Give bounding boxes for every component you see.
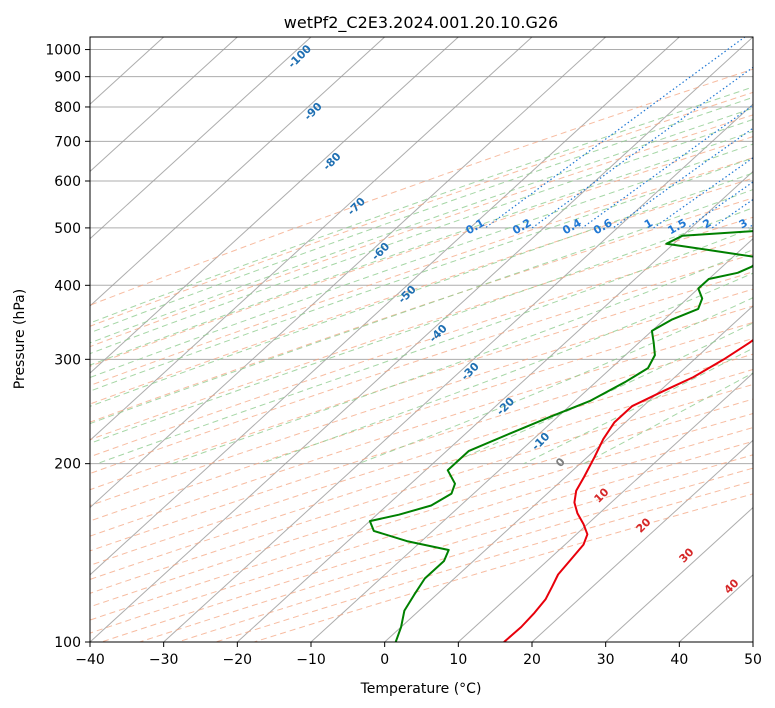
dry-adiabat-line	[176, 467, 753, 642]
y-tick-label: 800	[54, 100, 81, 116]
moist-adiabat-line	[90, 107, 753, 344]
dry-adiabat-line	[90, 288, 753, 507]
dry-adiabat-line	[90, 427, 753, 634]
dry-adiabat-line	[90, 383, 753, 594]
moist-adiabat-line	[90, 143, 753, 379]
isotherm-line	[90, 37, 680, 576]
moist-adiabat-line	[449, 322, 753, 465]
isotherm-line	[163, 103, 753, 642]
moist-adiabat-line	[90, 130, 753, 366]
moist-adiabat-line	[90, 157, 753, 392]
y-axis-title: Pressure (hPa)	[12, 289, 28, 389]
dry-adiabat-line	[90, 216, 753, 441]
mixing-ratio-line	[531, 66, 753, 229]
x-tick-label: 0	[380, 652, 389, 668]
x-tick-label: 20	[523, 652, 541, 668]
isotherm-line	[90, 37, 312, 240]
x-tick-label: 40	[670, 652, 688, 668]
moist-adiabat-line	[90, 96, 753, 334]
mixing-ratio-line	[484, 37, 746, 229]
isotherm-line	[90, 37, 238, 173]
x-tick-label: 10	[449, 652, 467, 668]
temperature-profile-line	[503, 338, 753, 642]
moist-adiabat-line	[90, 189, 753, 425]
dry-adiabat-line	[90, 197, 753, 423]
x-tick-label: 50	[744, 652, 762, 668]
mixing-ratio-line	[612, 127, 753, 229]
isotherm-line	[531, 439, 753, 642]
x-tick-label: −30	[149, 652, 179, 668]
axes: −40 −30 −20 −10 0 10 20 30 40 50 100 200 300 400 500 60…	[45, 43, 762, 668]
dry-adiabat-line	[90, 368, 753, 580]
dry-adiabat-line	[90, 305, 753, 522]
isotherm-line	[90, 37, 386, 307]
x-tick-label: −20	[223, 652, 253, 668]
dry-adiabat-line	[214, 480, 753, 642]
isotherm-line	[236, 170, 753, 642]
plot-area	[90, 37, 753, 642]
moist-adiabat-line	[90, 172, 753, 407]
y-tick-label: 100	[54, 635, 81, 651]
chart-title: wetPf2_C2E3.2024.001.20.10.G26	[284, 13, 558, 33]
isotherm-line	[457, 372, 753, 642]
x-axis-title: Temperature (°C)	[360, 681, 482, 697]
y-tick-label: 700	[54, 134, 81, 150]
dry-adiabat-line	[90, 68, 753, 306]
dry-adiabat-line	[90, 235, 753, 458]
dewpoint-profile-line	[368, 230, 753, 642]
dry-adiabat-line	[90, 321, 753, 537]
y-tick-label: 1000	[45, 43, 81, 59]
isotherm-line	[310, 237, 753, 642]
isotherm-line	[90, 37, 533, 442]
dry-adiabat-line	[90, 412, 753, 621]
x-tick-label: −40	[75, 652, 105, 668]
y-tick-label: 500	[54, 221, 81, 237]
y-tick-label: 200	[54, 457, 81, 473]
isotherm-line	[90, 37, 753, 642]
moist-adiabat-line	[96, 227, 753, 465]
moist-adiabat-line	[90, 86, 753, 324]
x-tick-label: 30	[597, 652, 615, 668]
plot-frame	[89, 36, 754, 643]
y-tick-label: 600	[54, 174, 81, 190]
dry-adiabat-line	[99, 440, 753, 642]
x-tick-label: −10	[296, 652, 326, 668]
mixing-ratio-line	[687, 181, 753, 229]
moist-adiabat-line	[90, 118, 753, 355]
isotherm-line	[605, 506, 753, 642]
isotherm-line	[384, 305, 753, 642]
y-tick-label: 900	[54, 70, 81, 86]
y-tick-label: 400	[54, 278, 81, 294]
y-tick-label: 300	[54, 352, 81, 368]
